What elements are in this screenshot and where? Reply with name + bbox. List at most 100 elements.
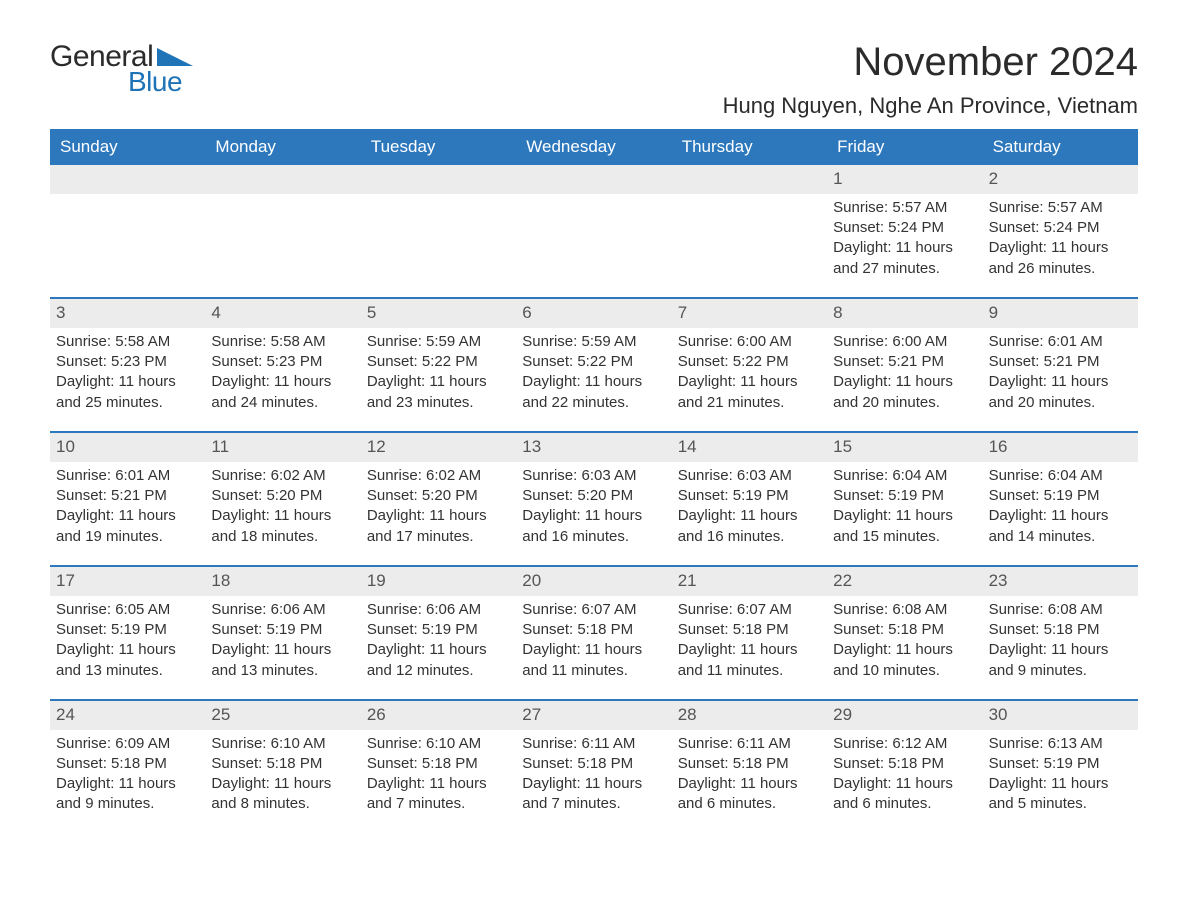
weekday-header: Saturday	[983, 129, 1138, 165]
calendar-cell: 14Sunrise: 6:03 AMSunset: 5:19 PMDayligh…	[672, 433, 827, 565]
sunrise-text: Sunrise: 6:13 AM	[989, 734, 1132, 754]
sunset-text: Sunset: 5:18 PM	[833, 754, 976, 774]
date-number: 30	[983, 701, 1138, 730]
date-number: 8	[827, 299, 982, 328]
location-subtitle: Hung Nguyen, Nghe An Province, Vietnam	[723, 93, 1138, 119]
sunrise-text: Sunrise: 6:00 AM	[678, 332, 821, 352]
sunrise-text: Sunrise: 5:58 AM	[211, 332, 354, 352]
sunrise-text: Sunrise: 6:12 AM	[833, 734, 976, 754]
daylight-text: Daylight: 11 hours	[522, 506, 665, 526]
date-number: 2	[983, 165, 1138, 194]
logo: General Blue	[50, 40, 193, 98]
logo-text-blue: Blue	[128, 66, 182, 98]
sunset-text: Sunset: 5:23 PM	[211, 352, 354, 372]
date-number: 21	[672, 567, 827, 596]
sunset-text: Sunset: 5:18 PM	[522, 620, 665, 640]
date-number: 18	[205, 567, 360, 596]
date-number: 19	[361, 567, 516, 596]
sunrise-text: Sunrise: 6:02 AM	[367, 466, 510, 486]
calendar-week: 1Sunrise: 5:57 AMSunset: 5:24 PMDaylight…	[50, 165, 1138, 297]
sunset-text: Sunset: 5:18 PM	[989, 620, 1132, 640]
date-number: 1	[827, 165, 982, 194]
sunset-text: Sunset: 5:19 PM	[989, 486, 1132, 506]
sunset-text: Sunset: 5:23 PM	[56, 352, 199, 372]
sunset-text: Sunset: 5:18 PM	[678, 754, 821, 774]
month-title: November 2024	[723, 40, 1138, 85]
date-number: 13	[516, 433, 671, 462]
sunrise-text: Sunrise: 6:11 AM	[678, 734, 821, 754]
daylight-text: and 10 minutes.	[833, 661, 976, 681]
sunset-text: Sunset: 5:21 PM	[989, 352, 1132, 372]
weeks-container: 1Sunrise: 5:57 AMSunset: 5:24 PMDaylight…	[50, 165, 1138, 833]
daylight-text: Daylight: 11 hours	[989, 774, 1132, 794]
calendar-cell: 1Sunrise: 5:57 AMSunset: 5:24 PMDaylight…	[827, 165, 982, 297]
daylight-text: and 25 minutes.	[56, 393, 199, 413]
calendar-cell: 12Sunrise: 6:02 AMSunset: 5:20 PMDayligh…	[361, 433, 516, 565]
date-number: 22	[827, 567, 982, 596]
date-number: 4	[205, 299, 360, 328]
date-number: 26	[361, 701, 516, 730]
sunrise-text: Sunrise: 6:00 AM	[833, 332, 976, 352]
date-number: 28	[672, 701, 827, 730]
calendar-cell: 16Sunrise: 6:04 AMSunset: 5:19 PMDayligh…	[983, 433, 1138, 565]
calendar-cell: 3Sunrise: 5:58 AMSunset: 5:23 PMDaylight…	[50, 299, 205, 431]
calendar-cell: 21Sunrise: 6:07 AMSunset: 5:18 PMDayligh…	[672, 567, 827, 699]
daylight-text: and 16 minutes.	[678, 527, 821, 547]
daylight-text: and 20 minutes.	[989, 393, 1132, 413]
date-number: 24	[50, 701, 205, 730]
date-number: 29	[827, 701, 982, 730]
daylight-text: Daylight: 11 hours	[678, 774, 821, 794]
date-number: 14	[672, 433, 827, 462]
daylight-text: Daylight: 11 hours	[367, 372, 510, 392]
daylight-text: and 9 minutes.	[56, 794, 199, 814]
daylight-text: and 13 minutes.	[56, 661, 199, 681]
daylight-text: Daylight: 11 hours	[678, 506, 821, 526]
calendar-cell: 29Sunrise: 6:12 AMSunset: 5:18 PMDayligh…	[827, 701, 982, 833]
calendar-cell: 20Sunrise: 6:07 AMSunset: 5:18 PMDayligh…	[516, 567, 671, 699]
sunrise-text: Sunrise: 6:06 AM	[367, 600, 510, 620]
daylight-text: Daylight: 11 hours	[56, 506, 199, 526]
calendar-week: 3Sunrise: 5:58 AMSunset: 5:23 PMDaylight…	[50, 297, 1138, 431]
daylight-text: and 15 minutes.	[833, 527, 976, 547]
daylight-text: Daylight: 11 hours	[833, 372, 976, 392]
date-number-empty	[205, 165, 360, 194]
calendar-cell: 8Sunrise: 6:00 AMSunset: 5:21 PMDaylight…	[827, 299, 982, 431]
daylight-text: and 7 minutes.	[522, 794, 665, 814]
daylight-text: and 17 minutes.	[367, 527, 510, 547]
weekday-header: Tuesday	[361, 129, 516, 165]
daylight-text: and 24 minutes.	[211, 393, 354, 413]
daylight-text: Daylight: 11 hours	[56, 640, 199, 660]
daylight-text: Daylight: 11 hours	[678, 640, 821, 660]
calendar-cell: 30Sunrise: 6:13 AMSunset: 5:19 PMDayligh…	[983, 701, 1138, 833]
sunset-text: Sunset: 5:19 PM	[678, 486, 821, 506]
daylight-text: and 18 minutes.	[211, 527, 354, 547]
sunrise-text: Sunrise: 6:08 AM	[989, 600, 1132, 620]
calendar-cell: 18Sunrise: 6:06 AMSunset: 5:19 PMDayligh…	[205, 567, 360, 699]
calendar-week: 24Sunrise: 6:09 AMSunset: 5:18 PMDayligh…	[50, 699, 1138, 833]
daylight-text: Daylight: 11 hours	[522, 372, 665, 392]
weekday-header: Sunday	[50, 129, 205, 165]
calendar-cell-empty	[361, 165, 516, 297]
sunrise-text: Sunrise: 6:02 AM	[211, 466, 354, 486]
daylight-text: Daylight: 11 hours	[211, 640, 354, 660]
sunrise-text: Sunrise: 6:09 AM	[56, 734, 199, 754]
sunset-text: Sunset: 5:20 PM	[211, 486, 354, 506]
daylight-text: and 21 minutes.	[678, 393, 821, 413]
daylight-text: and 14 minutes.	[989, 527, 1132, 547]
calendar-cell: 7Sunrise: 6:00 AMSunset: 5:22 PMDaylight…	[672, 299, 827, 431]
sunset-text: Sunset: 5:18 PM	[833, 620, 976, 640]
sunrise-text: Sunrise: 6:04 AM	[989, 466, 1132, 486]
sunrise-text: Sunrise: 6:04 AM	[833, 466, 976, 486]
date-number: 16	[983, 433, 1138, 462]
date-number: 20	[516, 567, 671, 596]
sunrise-text: Sunrise: 6:03 AM	[522, 466, 665, 486]
date-number: 5	[361, 299, 516, 328]
sunrise-text: Sunrise: 6:07 AM	[522, 600, 665, 620]
calendar-cell: 15Sunrise: 6:04 AMSunset: 5:19 PMDayligh…	[827, 433, 982, 565]
calendar: Sunday Monday Tuesday Wednesday Thursday…	[50, 129, 1138, 833]
sunset-text: Sunset: 5:18 PM	[211, 754, 354, 774]
daylight-text: Daylight: 11 hours	[989, 372, 1132, 392]
sunrise-text: Sunrise: 6:06 AM	[211, 600, 354, 620]
sunrise-text: Sunrise: 6:07 AM	[678, 600, 821, 620]
daylight-text: Daylight: 11 hours	[989, 238, 1132, 258]
